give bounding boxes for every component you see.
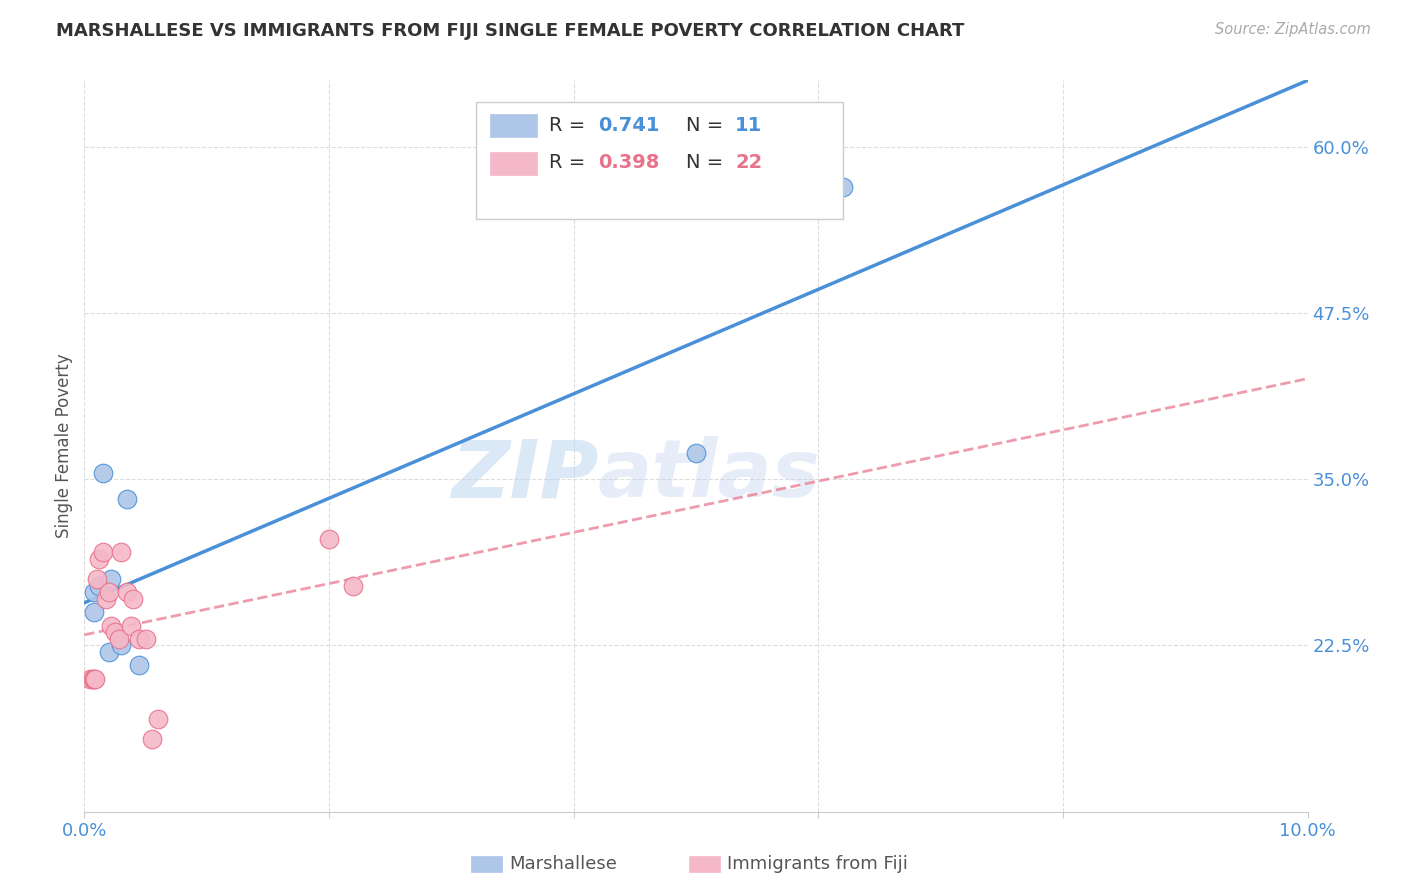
Point: [318, 532, 340, 546]
Text: MARSHALLESE VS IMMIGRANTS FROM FIJI SINGLE FEMALE POVERTY CORRELATION CHART: MARSHALLESE VS IMMIGRANTS FROM FIJI SING…: [56, 22, 965, 40]
Point: [115, 585, 138, 599]
Point: [79, 672, 101, 686]
Point: [120, 618, 142, 632]
Text: 11: 11: [735, 116, 762, 135]
Text: R =: R =: [550, 153, 592, 171]
Point: [115, 492, 138, 507]
Point: [87, 552, 110, 566]
Point: [104, 625, 127, 640]
Text: N =: N =: [686, 153, 730, 171]
Point: [128, 632, 150, 646]
Point: [100, 618, 122, 632]
Point: [141, 731, 163, 746]
Point: [83, 605, 105, 619]
Text: N =: N =: [686, 116, 730, 135]
Point: [128, 658, 150, 673]
Text: Source: ZipAtlas.com: Source: ZipAtlas.com: [1215, 22, 1371, 37]
Text: R =: R =: [550, 116, 592, 135]
Point: [685, 445, 707, 459]
Point: [135, 632, 157, 646]
Point: [122, 591, 145, 606]
Point: [96, 591, 118, 606]
Point: [110, 545, 132, 559]
Point: [91, 545, 114, 559]
Text: Immigrants from Fiji: Immigrants from Fiji: [727, 855, 908, 873]
Point: [87, 579, 110, 593]
Text: 22: 22: [735, 153, 762, 171]
Point: [97, 585, 120, 599]
Text: 0.741: 0.741: [598, 116, 659, 135]
Bar: [491, 152, 537, 176]
Point: [110, 639, 132, 653]
Point: [107, 632, 129, 646]
FancyBboxPatch shape: [475, 103, 842, 219]
Text: Marshallese: Marshallese: [509, 855, 617, 873]
Text: ZIP: ZIP: [451, 436, 598, 515]
Y-axis label: Single Female Poverty: Single Female Poverty: [55, 354, 73, 538]
Point: [831, 179, 853, 194]
Point: [342, 579, 364, 593]
Text: atlas: atlas: [598, 436, 821, 515]
Point: [86, 572, 108, 586]
Point: [82, 672, 104, 686]
Point: [84, 672, 107, 686]
Bar: [491, 114, 537, 137]
Point: [91, 466, 114, 480]
Point: [146, 712, 169, 726]
Point: [97, 645, 120, 659]
Point: [83, 585, 105, 599]
Point: [100, 572, 122, 586]
Text: 0.398: 0.398: [598, 153, 659, 171]
Point: [83, 672, 105, 686]
